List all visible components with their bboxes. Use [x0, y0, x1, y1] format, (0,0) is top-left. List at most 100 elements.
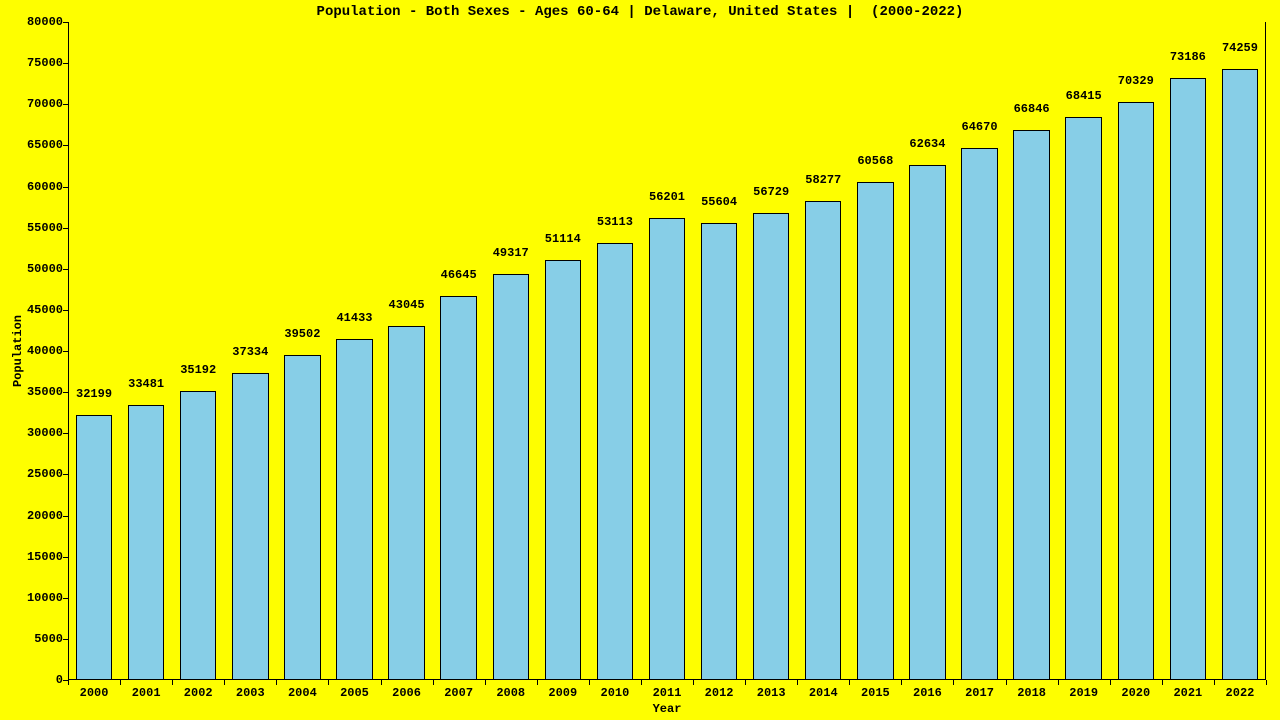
bar — [440, 296, 476, 680]
bar — [1118, 102, 1154, 680]
bar — [180, 391, 216, 680]
bar-value-label: 70329 — [1118, 74, 1154, 88]
x-tick-mark — [1110, 680, 1111, 685]
bar — [232, 373, 268, 680]
x-tick-mark — [276, 680, 277, 685]
y-tick-label: 15000 — [27, 550, 68, 564]
x-tick-label: 2014 — [809, 686, 838, 700]
y-tick-label: 30000 — [27, 426, 68, 440]
plot-area: 0500010000150002000025000300003500040000… — [68, 22, 1266, 680]
y-tick-mark — [63, 63, 68, 64]
bar — [128, 405, 164, 680]
x-tick-mark — [381, 680, 382, 685]
x-tick-label: 2003 — [236, 686, 265, 700]
y-axis-label: Population — [11, 315, 25, 387]
chart-title: Population - Both Sexes - Ages 60-64 | D… — [0, 4, 1280, 20]
x-tick-label: 2011 — [653, 686, 682, 700]
x-tick-mark — [1214, 680, 1215, 685]
x-tick-mark — [797, 680, 798, 685]
y-tick-label: 10000 — [27, 591, 68, 605]
bar — [909, 165, 945, 680]
y-tick-mark — [63, 598, 68, 599]
y-tick-mark — [63, 351, 68, 352]
bar — [1170, 78, 1206, 680]
x-tick-label: 2007 — [444, 686, 473, 700]
x-tick-mark — [953, 680, 954, 685]
x-tick-label: 2013 — [757, 686, 786, 700]
x-tick-mark — [901, 680, 902, 685]
bar-value-label: 46645 — [441, 268, 477, 282]
y-tick-label: 60000 — [27, 180, 68, 194]
x-tick-label: 2016 — [913, 686, 942, 700]
y-tick-mark — [63, 433, 68, 434]
bar-value-label: 35192 — [180, 363, 216, 377]
x-tick-label: 2015 — [861, 686, 890, 700]
bar — [284, 355, 320, 680]
x-tick-label: 2002 — [184, 686, 213, 700]
bar-value-label: 43045 — [389, 298, 425, 312]
bar — [545, 260, 581, 680]
bar-value-label: 33481 — [128, 377, 164, 391]
bar-value-label: 60568 — [857, 154, 893, 168]
x-tick-label: 2019 — [1069, 686, 1098, 700]
x-tick-mark — [328, 680, 329, 685]
x-tick-mark — [1006, 680, 1007, 685]
bar — [857, 182, 893, 680]
bar-value-label: 56729 — [753, 185, 789, 199]
y-tick-mark — [63, 474, 68, 475]
x-tick-mark — [641, 680, 642, 685]
bar-value-label: 55604 — [701, 195, 737, 209]
bar-value-label: 37334 — [232, 345, 268, 359]
y-tick-mark — [63, 392, 68, 393]
y-tick-label: 20000 — [27, 509, 68, 523]
bar — [701, 223, 737, 680]
bar — [1065, 117, 1101, 680]
y-tick-label: 45000 — [27, 303, 68, 317]
y-tick-mark — [63, 639, 68, 640]
y-tick-mark — [63, 22, 68, 23]
bar — [753, 213, 789, 680]
y-tick-mark — [63, 228, 68, 229]
y-tick-label: 75000 — [27, 56, 68, 70]
x-tick-mark — [433, 680, 434, 685]
bar — [76, 415, 112, 680]
x-tick-mark — [693, 680, 694, 685]
bar — [336, 339, 372, 680]
x-tick-label: 2004 — [288, 686, 317, 700]
y-tick-mark — [63, 310, 68, 311]
bar — [388, 326, 424, 680]
y-tick-label: 35000 — [27, 385, 68, 399]
y-tick-label: 50000 — [27, 262, 68, 276]
y-tick-label: 65000 — [27, 138, 68, 152]
x-tick-label: 2008 — [496, 686, 525, 700]
x-tick-label: 2020 — [1121, 686, 1150, 700]
bar-value-label: 73186 — [1170, 50, 1206, 64]
y-tick-mark — [63, 269, 68, 270]
y-tick-mark — [63, 516, 68, 517]
x-tick-label: 2000 — [80, 686, 109, 700]
x-tick-mark — [589, 680, 590, 685]
axis-line — [1265, 22, 1266, 680]
x-tick-mark — [1162, 680, 1163, 685]
bar-value-label: 74259 — [1222, 41, 1258, 55]
bar — [649, 218, 685, 680]
bar — [597, 243, 633, 680]
x-tick-label: 2009 — [548, 686, 577, 700]
x-tick-label: 2022 — [1226, 686, 1255, 700]
bar-value-label: 62634 — [909, 137, 945, 151]
bar-value-label: 53113 — [597, 215, 633, 229]
bar — [1013, 130, 1049, 680]
y-tick-mark — [63, 557, 68, 558]
x-tick-mark — [68, 680, 69, 685]
x-tick-label: 2005 — [340, 686, 369, 700]
x-axis-label: Year — [653, 702, 682, 716]
bar-value-label: 56201 — [649, 190, 685, 204]
x-tick-label: 2017 — [965, 686, 994, 700]
x-tick-mark — [1266, 680, 1267, 685]
bar — [1222, 69, 1258, 680]
y-tick-label: 70000 — [27, 97, 68, 111]
x-tick-label: 2010 — [601, 686, 630, 700]
y-tick-label: 55000 — [27, 221, 68, 235]
x-tick-mark — [172, 680, 173, 685]
bar-value-label: 41433 — [336, 311, 372, 325]
